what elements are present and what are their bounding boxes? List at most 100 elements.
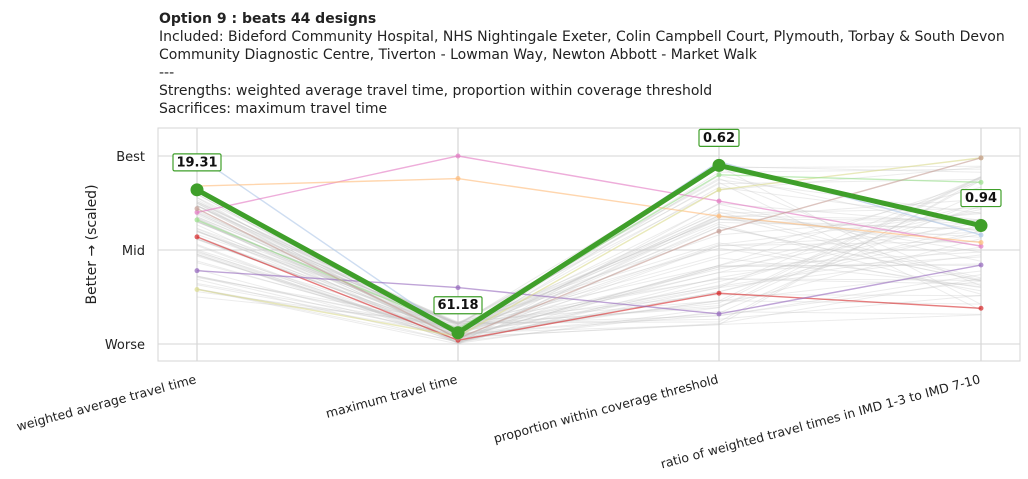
background-design-line (196, 211, 982, 333)
background-design-line (196, 178, 982, 334)
background-design-line (196, 218, 982, 341)
background-design-line (196, 176, 982, 343)
background-design-line (196, 238, 982, 334)
value-label-box (698, 128, 740, 147)
background-design-line (196, 215, 982, 333)
background-design-line (196, 193, 982, 340)
x-axis-label: maximum travel time (324, 371, 459, 421)
y-tick-label: Worse (105, 338, 145, 353)
alternative-design-line (196, 177, 982, 244)
alternative-design-point (455, 285, 461, 291)
included-sites-line-2: Community Diagnostic Centre, Tiverton - … (159, 47, 757, 63)
value-label: 0.62 (703, 131, 735, 146)
included-sites-line-1: Included: Bideford Community Hospital, N… (159, 29, 1005, 45)
background-design-line (196, 186, 982, 335)
highlight-point (190, 183, 204, 197)
background-design-line (196, 226, 982, 333)
strengths-text: Strengths: weighted average travel time,… (159, 83, 713, 99)
background-design-line (196, 207, 982, 328)
value-label: 61.18 (437, 298, 478, 313)
value-label: 19.31 (176, 155, 217, 170)
background-design-line (196, 201, 982, 330)
separator-text: --- (159, 65, 175, 81)
alternative-design-point (978, 155, 984, 161)
highlight-point (451, 326, 465, 340)
background-design-line (196, 177, 982, 344)
background-design-line (196, 214, 982, 334)
background-design-line (196, 227, 982, 324)
background-design-line (196, 235, 982, 337)
highlight-point (974, 219, 988, 233)
background-design-line (196, 174, 982, 338)
background-design-line (196, 181, 982, 330)
background-design-line (196, 166, 982, 326)
background-design-line (196, 288, 982, 336)
alternative-design-point (716, 290, 722, 296)
background-design-line (196, 205, 982, 336)
alternative-design-point (194, 268, 200, 274)
alternative-design-point (194, 234, 200, 240)
background-design-line (196, 208, 982, 340)
alternative-design-point (978, 232, 984, 238)
alternative-design-point (716, 187, 722, 193)
background-design-line (196, 253, 982, 338)
highlight-layer: 19.31 61.18 0.62 0.94 (172, 128, 1002, 340)
background-design-line (196, 202, 982, 333)
background-design-line (196, 205, 982, 336)
option-title: Option 9 : beats 44 designs (159, 11, 377, 27)
sacrifices-text: Sacrifices: maximum travel time (159, 101, 388, 117)
background-design-line (196, 255, 982, 336)
alternative-design-point (716, 172, 722, 178)
background-design-line (196, 199, 982, 336)
alternative-design-line (196, 236, 982, 341)
alternative-design-point (978, 239, 984, 245)
alternative-design-point (194, 217, 200, 223)
alternative-design-point (194, 286, 200, 292)
background-design-line (196, 240, 982, 336)
background-design-line (196, 230, 982, 340)
alternative-design-point (194, 209, 200, 215)
value-label: 0.94 (965, 191, 997, 206)
background-design-line (196, 199, 982, 335)
highlight-point (712, 158, 726, 172)
alternative-design-point (716, 198, 722, 204)
background-design-line (196, 193, 982, 336)
alternative-design-point (716, 228, 722, 234)
alternative-design-point (978, 179, 984, 185)
alternative-design-line (196, 264, 982, 315)
chart-header: Option 9 : beats 44 designs Included: Bi… (159, 10, 1024, 118)
alternative-design-point (194, 206, 200, 212)
background-design-line (196, 197, 982, 345)
background-design-line (196, 246, 982, 330)
alternative-design-point (455, 153, 461, 159)
x-axis-label: weighted average travel time (15, 371, 198, 434)
value-label-box (172, 153, 222, 172)
background-design-line (196, 288, 982, 343)
alternative-design-point (716, 311, 722, 317)
alternative-design-line (196, 155, 982, 247)
y-axis-label: Better → (scaled) (84, 184, 100, 304)
background-design-line (196, 203, 982, 334)
alternative-design-point (978, 305, 984, 311)
alternative-design-point (716, 213, 722, 219)
background-design-line (196, 176, 982, 323)
y-tick-label: Mid (122, 244, 145, 259)
background-design-line (196, 251, 982, 339)
alternative-design-point (978, 243, 984, 249)
value-label-box (433, 296, 483, 315)
background-design-line (196, 215, 982, 344)
plot-frame (157, 127, 1021, 362)
background-design-line (196, 218, 982, 329)
background-design-line (196, 186, 982, 328)
background-design-line (196, 192, 982, 325)
alternative-design-point (455, 176, 461, 182)
value-label-box (960, 188, 1002, 208)
x-axis-label: proportion within coverage threshold (492, 371, 720, 445)
background-design-line (196, 178, 982, 325)
background-design-line (196, 179, 982, 324)
background-design-line (196, 275, 982, 329)
background-design-line (196, 229, 982, 342)
y-tick-label: Best (116, 150, 145, 165)
background-design-line (196, 218, 982, 344)
